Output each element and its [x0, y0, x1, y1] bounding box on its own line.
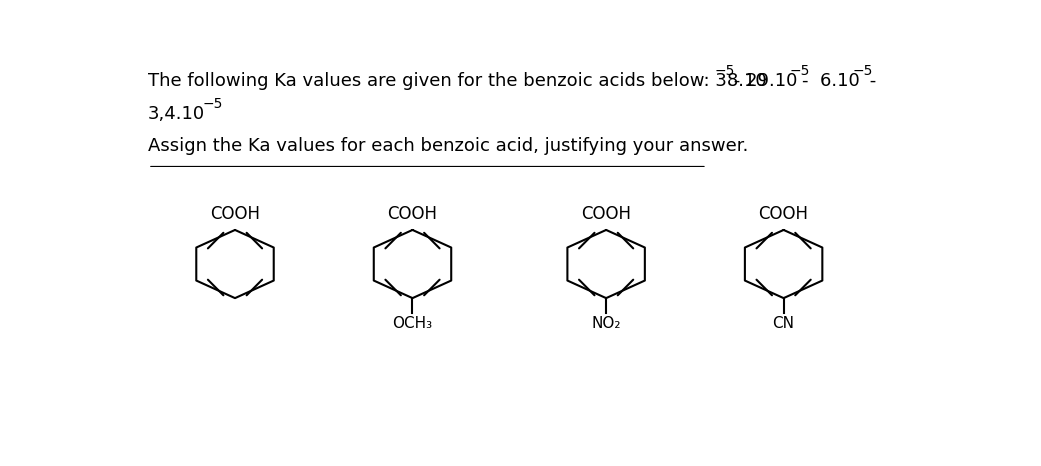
Text: −5: −5 [714, 64, 735, 78]
Text: 3,4.10: 3,4.10 [148, 105, 205, 123]
Text: CN: CN [772, 316, 794, 331]
Text: −5: −5 [853, 64, 873, 78]
Text: -  6.10: - 6.10 [803, 72, 860, 90]
Text: NO₂: NO₂ [591, 316, 620, 331]
Text: −5: −5 [789, 64, 810, 78]
Text: COOH: COOH [759, 206, 809, 224]
Text: OCH₃: OCH₃ [392, 316, 433, 331]
Text: −5: −5 [203, 97, 223, 111]
Text: The following Ka values are given for the benzoic acids below: 38.10: The following Ka values are given for th… [148, 72, 766, 90]
Text: Assign the Ka values for each benzoic acid, justifying your answer.: Assign the Ka values for each benzoic ac… [148, 137, 748, 155]
Text: COOH: COOH [581, 206, 631, 224]
Text: - 29.10: - 29.10 [728, 72, 797, 90]
Text: COOH: COOH [387, 206, 437, 224]
Text: COOH: COOH [210, 206, 260, 224]
Text: -: - [864, 72, 877, 90]
